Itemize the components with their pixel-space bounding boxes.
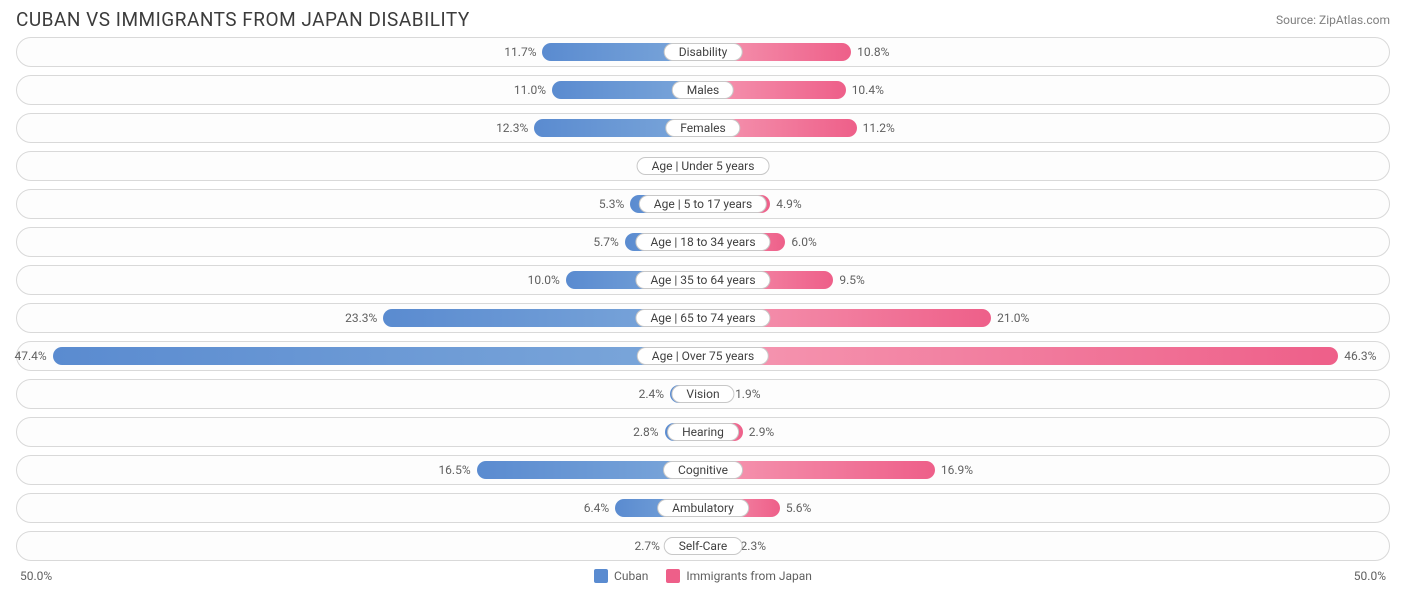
row-label: Disability [664, 43, 743, 61]
value-right: 10.8% [857, 45, 889, 59]
value-left: 5.3% [599, 197, 624, 211]
chart-row: 6.4% 5.6% Ambulatory [16, 493, 1390, 523]
value-right: 16.9% [941, 463, 973, 477]
row-label: Age | 65 to 74 years [635, 309, 770, 327]
row-label: Cognitive [663, 461, 743, 479]
chart-row: 11.7% 10.8% Disability [16, 37, 1390, 67]
chart-title: CUBAN VS IMMIGRANTS FROM JAPAN DISABILIT… [16, 8, 470, 31]
row-label: Age | Under 5 years [637, 157, 770, 175]
row-label: Vision [671, 385, 734, 403]
chart-row: 10.0% 9.5% Age | 35 to 64 years [16, 265, 1390, 295]
chart-row: 47.4%46.3%Age | Over 75 years [16, 341, 1390, 371]
axis-right-max: 50.0% [1354, 569, 1386, 583]
chart-footer: 50.0% Cuban Immigrants from Japan 50.0% [0, 569, 1406, 583]
chart-header: CUBAN VS IMMIGRANTS FROM JAPAN DISABILIT… [0, 0, 1406, 31]
value-left: 16.5% [438, 463, 470, 477]
legend-swatch-cuban [594, 569, 608, 583]
chart-row: 12.3% 11.2% Females [16, 113, 1390, 143]
chart-source: Source: ZipAtlas.com [1276, 13, 1390, 27]
value-left: 47.4% [15, 349, 47, 363]
legend-label-cuban: Cuban [614, 569, 648, 583]
row-label: Age | Over 75 years [637, 347, 769, 365]
row-label: Age | 18 to 34 years [635, 233, 770, 251]
value-right: 1.9% [735, 387, 760, 401]
chart-row: 5.3% 4.9% Age | 5 to 17 years [16, 189, 1390, 219]
value-left: 2.7% [635, 539, 660, 553]
row-label: Ambulatory [657, 499, 749, 517]
chart-row: 2.7% 2.3%Self-Care [16, 531, 1390, 561]
chart-row: 5.7% 6.0% Age | 18 to 34 years [16, 227, 1390, 257]
value-left: 2.4% [639, 387, 664, 401]
axis-left-max: 50.0% [20, 569, 52, 583]
row-label: Self-Care [664, 537, 743, 555]
row-label: Females [665, 119, 740, 137]
legend-swatch-japan [666, 569, 680, 583]
legend-item-cuban: Cuban [594, 569, 648, 583]
chart-row: 11.0% 10.4% Males [16, 75, 1390, 105]
value-right: 2.9% [749, 425, 774, 439]
row-label: Age | 5 to 17 years [639, 195, 767, 213]
legend-item-japan: Immigrants from Japan [666, 569, 812, 583]
chart-row: 1.2%1.1%Age | Under 5 years [16, 151, 1390, 181]
chart-row: 2.4% 1.9%Vision [16, 379, 1390, 409]
value-right: 10.4% [852, 83, 884, 97]
value-left: 11.0% [514, 83, 546, 97]
bar-right: 46.3% [703, 347, 1338, 365]
value-right: 6.0% [791, 235, 816, 249]
value-right: 11.2% [863, 121, 895, 135]
value-left: 10.0% [528, 273, 560, 287]
chart-row: 16.5% 16.9% Cognitive [16, 455, 1390, 485]
row-label: Males [672, 81, 734, 99]
value-right: 2.3% [741, 539, 766, 553]
value-left: 6.4% [584, 501, 609, 515]
legend-label-japan: Immigrants from Japan [686, 569, 812, 583]
value-left: 12.3% [496, 121, 528, 135]
value-right: 5.6% [786, 501, 811, 515]
value-left: 2.8% [633, 425, 658, 439]
value-left: 5.7% [593, 235, 618, 249]
chart-row: 2.8% 2.9% Hearing [16, 417, 1390, 447]
value-left: 11.7% [504, 45, 536, 59]
value-right: 9.5% [839, 273, 864, 287]
row-label: Hearing [667, 423, 739, 441]
chart-row: 23.3% 21.0% Age | 65 to 74 years [16, 303, 1390, 333]
row-label: Age | 35 to 64 years [635, 271, 770, 289]
value-right: 4.9% [776, 197, 801, 211]
value-left: 23.3% [345, 311, 377, 325]
bar-left: 47.4% [53, 347, 703, 365]
value-right: 21.0% [997, 311, 1029, 325]
value-right: 46.3% [1344, 349, 1376, 363]
legend: Cuban Immigrants from Japan [594, 569, 812, 583]
chart-area: 11.7% 10.8% Disability 11.0% 10.4% Males 12.3%… [0, 31, 1406, 561]
